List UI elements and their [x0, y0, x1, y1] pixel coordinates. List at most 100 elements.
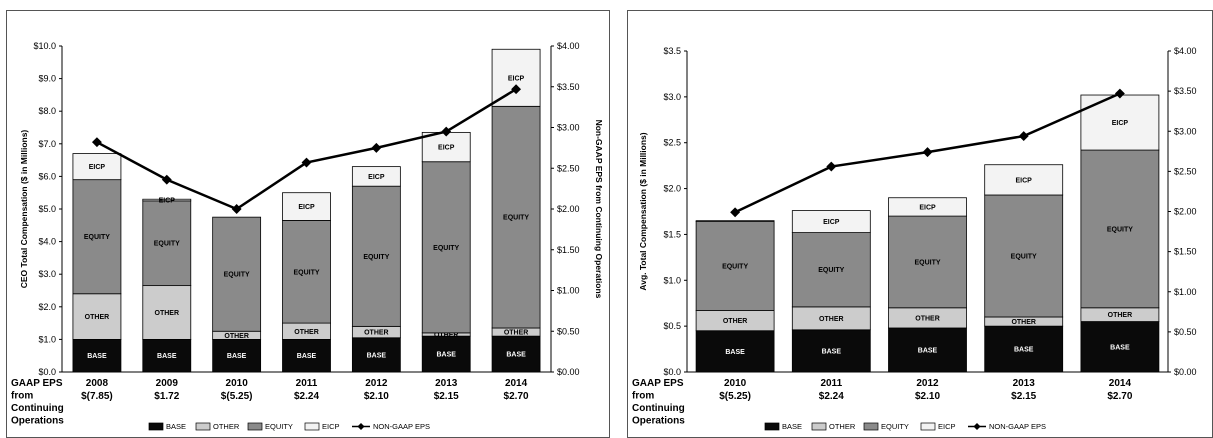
bar-segment-equity — [1080, 149, 1160, 309]
bar-segment-label-eicp: EICP — [368, 174, 385, 181]
gaap-eps-row-label: from — [632, 391, 654, 402]
category-label: 2013 — [1013, 378, 1036, 389]
legend-label-other: OTHER — [829, 422, 856, 431]
bar-segment-base — [1080, 321, 1160, 373]
bar-segment-eicp — [142, 198, 192, 202]
bar-segment-label-base: BASE — [1014, 347, 1034, 354]
gaap-eps-value: $(7.85) — [81, 391, 113, 402]
category-label: 2011 — [296, 378, 318, 389]
gaap-eps-value: $2.24 — [294, 391, 319, 402]
ceo-compensation-chart: $0.0 $1.0 $2.0 $3.0 $4.0 $5.0 $6.0 $7.0 $8.0 $9.0… — [11, 41, 604, 431]
bar-segment-label-base: BASE — [297, 353, 317, 360]
bar-segment-eicp — [791, 210, 871, 233]
gaap-eps-value: $2.10 — [364, 391, 389, 402]
bar-segment-eicp — [984, 164, 1064, 196]
left-tick-label: $4.0 — [38, 237, 56, 247]
bar-segment-label-other: OTHER — [1011, 319, 1035, 326]
left-axis-title: Avg. Total Compensation ($ in Millions) — [638, 132, 648, 290]
non-gaap-eps-point — [826, 161, 837, 172]
legend-swatch-other — [195, 422, 211, 431]
legend-swatch-equity — [247, 422, 263, 431]
left-tick-label: $8.0 — [38, 106, 56, 116]
bar-segment-label-base: BASE — [367, 352, 387, 359]
bar-segment-other — [142, 285, 192, 340]
bar-segment-label-equity: EQUITY — [363, 254, 389, 261]
legend-swatch-base — [148, 422, 164, 431]
non-gaap-eps-point — [161, 174, 172, 185]
bar-segment-label-base: BASE — [918, 347, 938, 354]
category-label: 2010 — [226, 378, 249, 389]
right-tick-label: $2.00 — [1174, 207, 1197, 217]
bar-segment-label-eicp: EICP — [438, 145, 455, 152]
bar-segment-base — [142, 338, 192, 373]
left-tick-label: $3.5 — [663, 46, 681, 56]
right-tick-label: $4.00 — [1174, 46, 1197, 56]
gaap-eps-value: $2.24 — [819, 391, 844, 402]
bar-segment-base — [72, 338, 122, 373]
bar-segment-eicp — [282, 192, 331, 221]
bar-segment-label-other: OTHER — [224, 333, 249, 340]
gaap-eps-value: $(5.25) — [221, 391, 253, 402]
bar-segment-equity — [351, 185, 401, 327]
avg-compensation-chart: $0.0 $0.5 $1.0 $1.5 $2.0 $2.5 $3.0 $3.5 $0.00 $0.… — [632, 46, 1197, 431]
gaap-eps-row-label: from — [11, 391, 33, 402]
legend-label-equity: EQUITY — [881, 422, 909, 431]
category-label: 2009 — [156, 378, 179, 389]
gaap-eps-row-label: GAAP EPS — [632, 378, 684, 389]
bar-segment-equity — [984, 194, 1064, 318]
gaap-eps-row-label: Continuing — [632, 403, 685, 414]
bar-segment-label-other: OTHER — [364, 330, 389, 337]
left-tick-label: $2.0 — [663, 184, 681, 194]
legend-label-eicp: EICP — [322, 422, 340, 431]
left-tick-label: $7.0 — [38, 139, 56, 149]
bar-segment-label-eicp: EICP — [823, 219, 840, 226]
bar-segment-label-other: OTHER — [155, 310, 180, 317]
bar-segment-equity — [212, 216, 262, 332]
bar-segment-label-eicp: EICP — [1112, 120, 1129, 127]
left-tick-label: $5.0 — [38, 204, 56, 214]
category-label: 2014 — [505, 378, 528, 389]
bar-segment-label-equity: EQUITY — [914, 259, 940, 266]
ceo-compensation-panel: $0.0 $1.0 $2.0 $3.0 $4.0 $5.0 $6.0 $7.0 $8.0 $9.0… — [6, 10, 610, 438]
non-gaap-eps-point — [441, 126, 452, 137]
right-tick-label: $1.00 — [557, 286, 580, 296]
bar-segment-label-equity: EQUITY — [722, 264, 748, 271]
left-tick-label: $0.5 — [663, 321, 681, 331]
bar-segment-label-base: BASE — [725, 349, 745, 356]
category-label: 2011 — [820, 378, 842, 389]
legend-marker-non-gaap-eps — [973, 422, 981, 431]
legend-label-base: BASE — [166, 422, 186, 431]
legend-label-base: BASE — [782, 422, 802, 431]
bar-segment-equity — [282, 220, 331, 324]
legend-swatch-equity — [863, 422, 879, 431]
bar-segment-label-equity: EQUITY — [433, 245, 459, 252]
non-gaap-eps-point — [1018, 131, 1029, 142]
category-label: 2014 — [1109, 378, 1132, 389]
bar-segment-label-base: BASE — [436, 352, 456, 359]
left-tick-label: $3.0 — [663, 92, 681, 102]
bar-segment-label-other: OTHER — [819, 316, 844, 323]
legend-swatch-other — [811, 422, 827, 431]
bar-segment-equity — [142, 200, 192, 287]
left-tick-label: $2.0 — [38, 302, 56, 312]
bar-segment-base — [282, 338, 331, 373]
category-label: 2012 — [365, 378, 388, 389]
bar-segment-equity — [421, 161, 471, 334]
non-gaap-eps-point — [231, 204, 242, 214]
right-tick-label: $0.00 — [1174, 367, 1197, 377]
gaap-eps-row-label: Operations — [11, 416, 64, 427]
left-tick-label: $0.0 — [38, 367, 56, 377]
right-tick-label: $0.50 — [1174, 327, 1197, 337]
bar-segment-base — [888, 327, 967, 373]
bar-segment-label-base: BASE — [227, 353, 247, 360]
left-tick-label: $1.5 — [663, 229, 681, 239]
bar-segment-label-base: BASE — [822, 348, 842, 355]
gaap-eps-value: $2.15 — [434, 391, 459, 402]
bar-segment-label-equity: EQUITY — [84, 234, 110, 241]
left-tick-label: $0.0 — [663, 367, 681, 377]
bar-segment-label-equity: EQUITY — [1011, 253, 1037, 260]
gaap-eps-row-label: Operations — [632, 416, 685, 427]
bar-segment-base — [351, 337, 401, 373]
right-tick-label: $1.00 — [1174, 287, 1197, 297]
right-tick-label: $3.00 — [1174, 126, 1197, 136]
